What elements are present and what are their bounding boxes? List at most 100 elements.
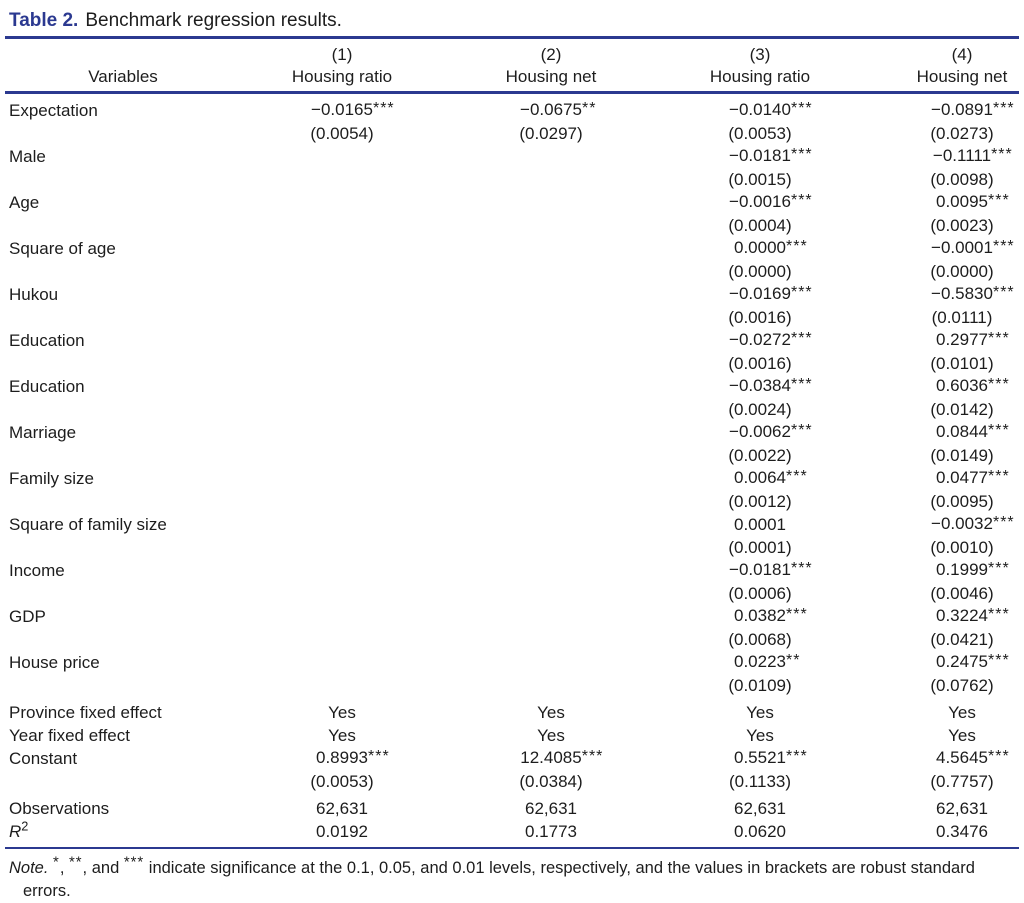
se-cell: [237, 399, 447, 422]
se-cell: [447, 169, 655, 192]
table-row: Age −0.0016*** 0.0095***: [5, 191, 1019, 215]
coef-cell: [447, 559, 655, 583]
table-rule-top: [5, 36, 1019, 39]
se-cell: (0.0016): [728, 307, 792, 327]
table-row: (0.0006) (0.0046): [5, 583, 1019, 606]
coef-cell: −0.0675**: [520, 100, 597, 119]
se-cell: [447, 491, 655, 514]
coef-cell: [447, 421, 655, 445]
coef-cell: −0.0165***: [311, 100, 395, 119]
se-cell: (0.0006): [728, 583, 792, 603]
coef-cell: −0.0032***: [931, 514, 1015, 533]
coef-cell: 0.3224***: [936, 606, 1010, 625]
coef-cell: [237, 467, 447, 491]
se-cell: [447, 675, 655, 698]
value-cell: Yes: [746, 703, 774, 722]
table-row: (0.0004) (0.0023): [5, 215, 1019, 238]
se-cell: [237, 353, 447, 376]
coef-value: 0.0477: [936, 468, 988, 487]
table-row: (0.0053) (0.0384) (0.1133) (0.7757): [5, 771, 1019, 794]
coef-value: 0.0382: [734, 606, 786, 625]
se-cell: [447, 629, 655, 652]
table-row: Observations 62,631 62,631 62,631 62,631: [5, 793, 1019, 821]
table-row: (0.0022) (0.0149): [5, 445, 1019, 468]
coef-value: 0.2977: [936, 330, 988, 349]
table-row: (0.0001) (0.0010): [5, 537, 1019, 560]
row-label-spacer: [5, 491, 237, 514]
coef-cell: 0.2475***: [936, 652, 1010, 671]
table-row: Income −0.0181*** 0.1999***: [5, 559, 1019, 583]
coef-cell: 0.0064***: [734, 468, 808, 487]
se-cell: (0.0421): [930, 629, 994, 649]
coef-value: 0.6036: [936, 376, 988, 395]
table-row: Year fixed effect Yes Yes Yes Yes: [5, 725, 1019, 748]
coef-cell: [237, 145, 447, 169]
coef-cell: [237, 559, 447, 583]
coef-cell: −0.1111***: [932, 146, 1013, 165]
value-cell: Yes: [948, 725, 976, 745]
row-label: GDP: [9, 606, 46, 626]
se-cell: [237, 675, 447, 698]
coef-value: 0.0064: [734, 468, 786, 487]
se-cell: (0.1133): [728, 771, 792, 791]
se-cell: [447, 445, 655, 468]
se-cell: [237, 537, 447, 560]
se-cell: (0.0111): [931, 307, 993, 327]
table-row: (0.0024) (0.0142): [5, 399, 1019, 422]
column-number-row: (1) (2) (3) (4): [5, 39, 1019, 65]
table-row: Education −0.0384*** 0.6036***: [5, 375, 1019, 399]
coef-cell: [237, 421, 447, 445]
coef-cell: [237, 329, 447, 353]
coef-cell: 0.0001: [655, 513, 865, 537]
coef-cell: [447, 513, 655, 537]
se-cell: [447, 399, 655, 422]
coef-cell: [447, 145, 655, 169]
coef-value: 0.1999: [936, 560, 988, 579]
regression-table: (1) (2) (3) (4) Variables Housing ratio …: [5, 39, 1019, 846]
se-cell: (0.0297): [519, 123, 583, 143]
coef-cell: 12.4085***: [520, 748, 604, 767]
se-cell: (0.0046): [930, 583, 994, 603]
value-cell: Yes: [948, 703, 976, 722]
table-row: Male −0.0181*** −0.1111***: [5, 145, 1019, 169]
se-cell: [237, 629, 447, 652]
se-cell: (0.0001): [728, 537, 792, 557]
row-label-spacer: [5, 675, 237, 698]
column-label-2: Housing net: [447, 65, 655, 94]
coef-value: −0.0181: [729, 560, 791, 579]
coef-cell: −0.0016***: [729, 192, 813, 211]
row-label: Province fixed effect: [9, 703, 162, 722]
value-cell: 62,631: [316, 799, 368, 818]
se-cell: [447, 215, 655, 238]
column-label-1: Housing ratio: [237, 65, 447, 94]
coef-cell: −0.0384***: [729, 376, 813, 395]
table-row: (0.0015) (0.0098): [5, 169, 1019, 192]
coef-cell: 0.0382***: [734, 606, 808, 625]
coef-value: −0.0384: [729, 376, 791, 395]
coef-value: 0.8993: [316, 748, 368, 767]
coef-cell: 4.5645***: [936, 748, 1010, 767]
se-cell: [237, 215, 447, 238]
coef-cell: 0.8993***: [316, 748, 390, 767]
column-label-3: Housing ratio: [655, 65, 865, 94]
se-cell: (0.0004): [728, 215, 792, 235]
row-label-spacer: [5, 307, 237, 330]
coef-cell: [237, 191, 447, 215]
table-row: Province fixed effect Yes Yes Yes Yes: [5, 697, 1019, 725]
coef-cell: [447, 283, 655, 307]
coef-cell: −0.0140***: [729, 100, 813, 119]
se-cell: [447, 353, 655, 376]
coef-value: −0.0032: [931, 514, 993, 533]
row-label: Year fixed effect: [9, 725, 130, 745]
note-significance-stars: *: [53, 854, 60, 871]
note-text: indicate significance at the 0.1, 0.05, …: [23, 859, 975, 900]
se-cell: (0.0762): [930, 675, 994, 695]
value-cell: 0.0192: [316, 821, 368, 841]
note-text: ,: [59, 859, 69, 877]
se-cell: (0.0022): [728, 445, 792, 465]
row-label-spacer: [5, 261, 237, 284]
se-cell: (0.0384): [519, 771, 583, 791]
table-row: (0.0016) (0.0101): [5, 353, 1019, 376]
value-cell: Yes: [328, 725, 356, 745]
coef-cell: −0.0001***: [931, 238, 1015, 257]
